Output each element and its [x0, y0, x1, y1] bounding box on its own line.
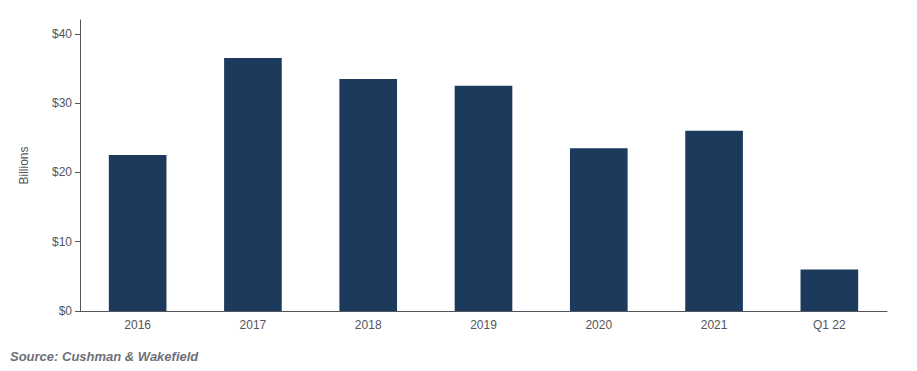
svg-text:$20: $20	[52, 165, 72, 179]
svg-text:$10: $10	[52, 235, 72, 249]
svg-text:2017: 2017	[240, 318, 267, 332]
svg-text:$0: $0	[59, 304, 73, 318]
svg-text:2016: 2016	[124, 318, 151, 332]
svg-text:Q1 22: Q1 22	[813, 318, 846, 332]
svg-text:2018: 2018	[355, 318, 382, 332]
svg-text:2021: 2021	[701, 318, 728, 332]
svg-text:2019: 2019	[470, 318, 497, 332]
svg-text:$30: $30	[52, 96, 72, 110]
svg-text:$40: $40	[52, 27, 72, 41]
svg-text:2020: 2020	[585, 318, 612, 332]
svg-text:Billions: Billions	[17, 146, 31, 184]
svg-text:Source: Cushman & Wakefield: Source: Cushman & Wakefield	[10, 349, 199, 364]
